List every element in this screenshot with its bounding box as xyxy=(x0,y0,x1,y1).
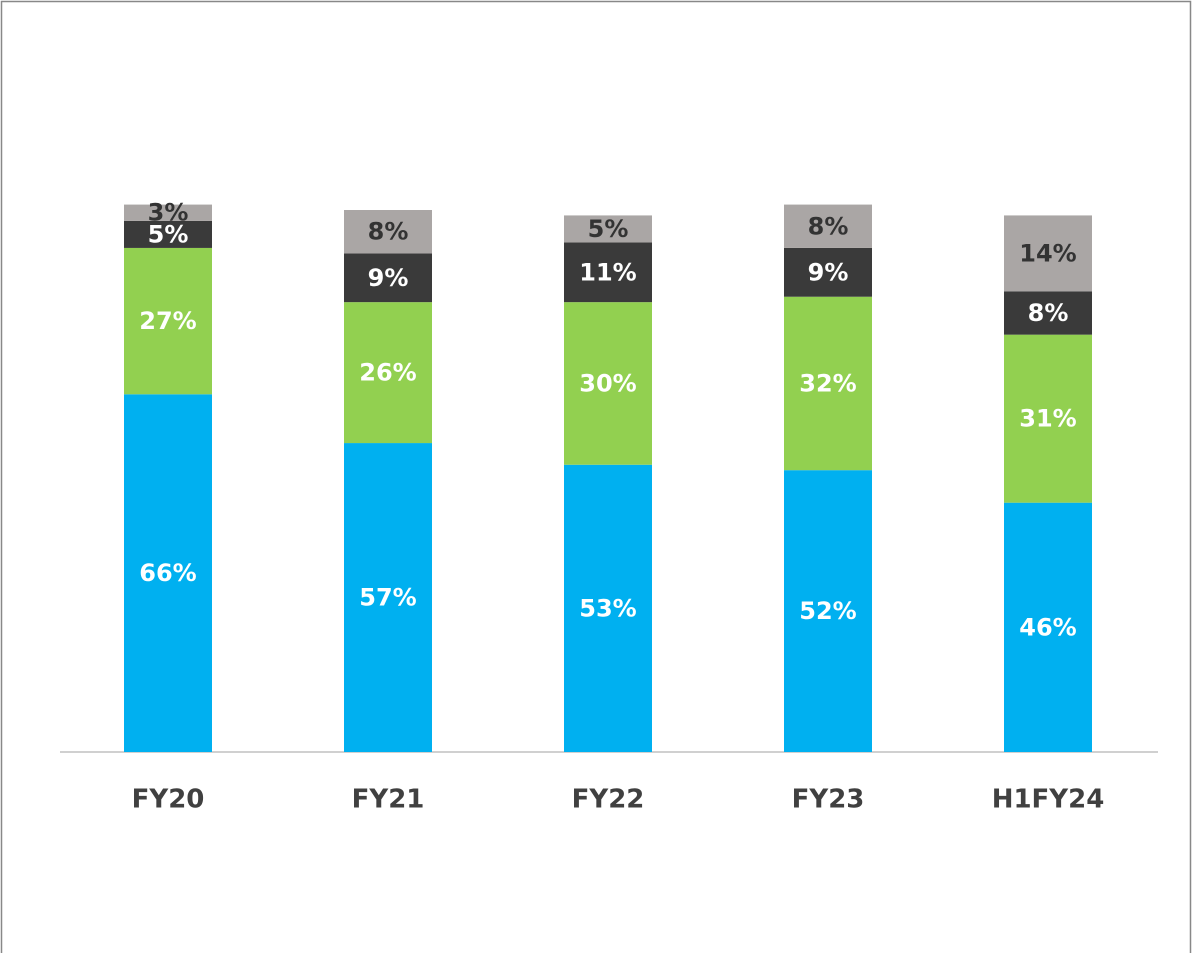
x-tick-label: FY21 xyxy=(352,785,425,815)
value-label: 31% xyxy=(1019,405,1076,433)
bar-segment xyxy=(564,302,652,465)
bar-segment xyxy=(1004,502,1092,752)
x-tick-label: FY22 xyxy=(572,785,645,815)
value-label: 46% xyxy=(1019,613,1076,641)
value-label: 14% xyxy=(1019,239,1076,267)
x-tick-label: FY23 xyxy=(792,785,865,815)
value-label: 8% xyxy=(1028,299,1069,327)
bar-segment xyxy=(344,210,432,254)
bar-segment xyxy=(784,204,872,248)
value-label: 8% xyxy=(368,218,409,246)
bar-segment xyxy=(344,443,432,752)
bar-segment xyxy=(784,470,872,752)
value-label: 53% xyxy=(579,594,636,622)
value-label: 11% xyxy=(579,258,636,286)
value-label: 8% xyxy=(808,212,849,240)
bar-segment xyxy=(564,242,652,303)
bar-segment xyxy=(344,253,432,303)
value-label: 9% xyxy=(808,258,849,286)
value-label: 3% xyxy=(148,199,189,227)
value-label: 27% xyxy=(139,307,196,335)
bar-segment xyxy=(784,247,872,297)
bar-segment xyxy=(344,302,432,444)
value-label: 26% xyxy=(359,359,416,387)
value-label: 32% xyxy=(799,369,856,397)
bar-segment xyxy=(1004,291,1092,335)
bar-segment xyxy=(564,215,652,243)
bar-segment xyxy=(1004,215,1092,292)
value-label: 30% xyxy=(579,369,636,397)
value-label: 9% xyxy=(368,264,409,292)
bar-segment xyxy=(1004,334,1092,503)
bar-segment xyxy=(124,204,212,221)
bar-segment xyxy=(784,296,872,471)
bar-segment xyxy=(124,247,212,395)
value-label: 5% xyxy=(148,220,189,248)
x-tick-label: H1FY24 xyxy=(992,785,1105,815)
bar-segment xyxy=(124,394,212,752)
bar-segment xyxy=(564,464,652,752)
value-label: 57% xyxy=(359,584,416,612)
value-label: 52% xyxy=(799,597,856,625)
value-label: 66% xyxy=(139,559,196,587)
x-tick-label: FY20 xyxy=(132,785,205,815)
value-label: 5% xyxy=(588,215,629,243)
bar-segment xyxy=(124,220,212,248)
